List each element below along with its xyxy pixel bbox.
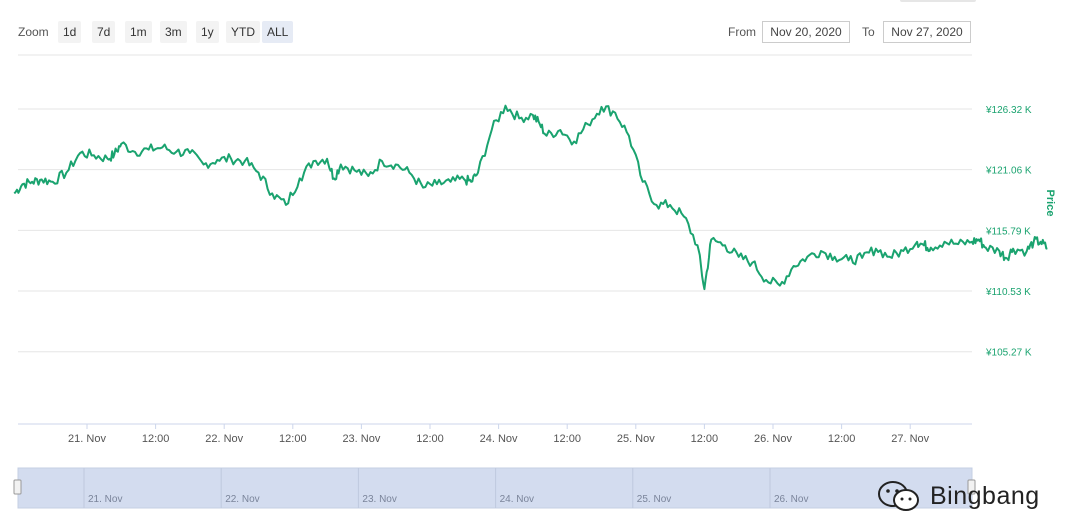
y-tick-label: ¥115.79 K [985,226,1031,237]
navigator-label: 25. Nov [637,494,671,505]
navigator-right-handle[interactable] [967,479,976,495]
zoom-7d-button[interactable]: 7d [92,21,116,43]
navigator-left-handle[interactable] [13,479,22,495]
x-tick-label: 12:00 [553,433,581,445]
zoom-3m-button[interactable]: 3m [160,21,187,43]
x-tick-label: 12:00 [416,433,444,445]
zoom-1d-button[interactable]: 1d [58,21,82,43]
y-tick-label: ¥110.53 K [985,287,1031,298]
zoom-1m-button[interactable]: 1m [125,21,152,43]
navigator-label: 24. Nov [500,494,534,505]
from-date-input[interactable]: Nov 20, 2020 [762,21,850,43]
x-tick-label: 27. Nov [891,433,929,445]
zoom-all-button[interactable]: ALL [262,21,294,43]
to-date-input[interactable]: Nov 27, 2020 [883,21,971,43]
header-tab-remnant[interactable] [900,0,976,2]
x-tick-label: 22. Nov [205,433,243,445]
x-tick-label: 12:00 [142,433,170,445]
grid-lines [18,54,972,425]
navigator-label: 22. Nov [225,494,259,505]
navigator-label: 26. Nov [774,494,808,505]
navigator-track[interactable] [17,467,973,509]
zoom-1y-button[interactable]: 1y [196,21,219,43]
from-label: From [728,25,756,39]
price-series-line [13,104,1048,291]
chat-bubble-icon [878,481,919,511]
y-tick-label: ¥105.27 K [985,348,1032,359]
navigator-label: 23. Nov [362,494,396,505]
to-label: To [862,25,875,39]
x-tick-label: 26. Nov [754,433,792,445]
x-tick-label: 12:00 [828,433,856,445]
x-tick-label: 12:00 [691,433,719,445]
watermark-text: Bingbang [930,481,1040,510]
y-tick-label: ¥126.32 K [985,105,1032,116]
x-tick-label: 12:00 [279,433,307,445]
x-tick-label: 25. Nov [617,433,655,445]
zoom-label: Zoom [18,25,49,39]
watermark: Bingbang [876,480,1040,512]
y-axis-ticks: ¥105.27 K ¥110.53 K ¥115.79 K ¥121.06 K ¥126… [985,105,1032,359]
y-axis-label: Price [1044,190,1056,217]
navigator-labels: 21. Nov 22. Nov 23. Nov 24. Nov 25. Nov 26. N… [83,468,808,508]
x-axis-ticks: 21. Nov 12:00 22. Nov 12:00 23. Nov 12:00 24. … [68,424,930,445]
x-tick-label: 24. Nov [480,433,518,445]
navigator-label: 21. Nov [88,494,122,505]
x-tick-label: 23. Nov [342,433,380,445]
x-tick-label: 21. Nov [68,433,106,445]
zoom-ytd-button[interactable]: YTD [226,21,260,43]
y-tick-label: ¥121.06 K [985,166,1032,177]
